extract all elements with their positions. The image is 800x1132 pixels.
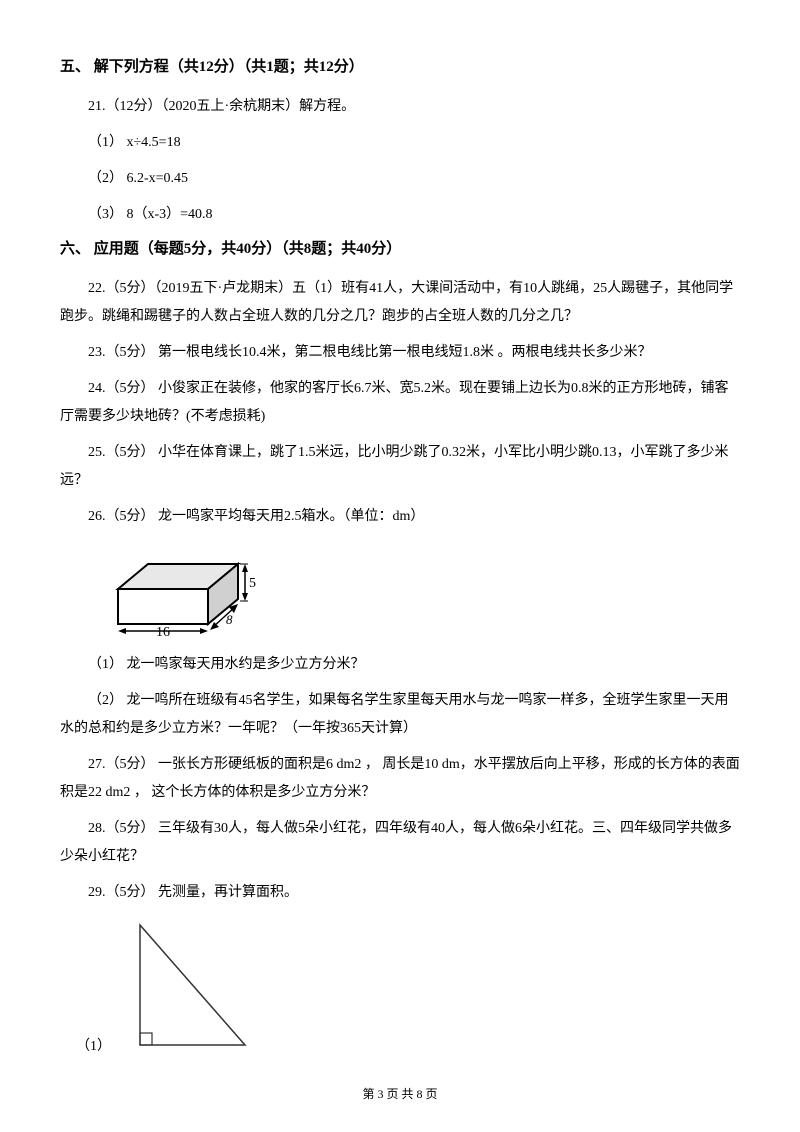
question-22: 22.（5分）（2019五下·卢龙期末）五（1）班有41人，大课间活动中，有10… [60, 275, 740, 331]
question-26-2: （2） 龙一鸣所在班级有45名学生，如果每名学生家里每天用水与龙一鸣家一样多，全… [60, 687, 740, 743]
section6-header: 六、 应用题（每题5分，共40分）（共8题；共40分） [60, 237, 740, 261]
question-29: 29.（5分） 先测量，再计算面积。 [60, 879, 740, 907]
cuboid-height-label: 5 [249, 576, 256, 591]
question-27: 27.（5分） 一张长方形硬纸板的面积是6 dm2 ， 周长是10 dm，水平摆… [60, 751, 740, 807]
question-28: 28.（5分） 三年级有30人，每人做5朵小红花，四年级有40人，每人做6朵小红… [60, 815, 740, 871]
question-23: 23.（5分） 第一根电线长10.4米，第二根电线比第一根电线短1.8米 。两根… [60, 339, 740, 367]
cuboid-diagram: 16 8 5 [108, 539, 740, 639]
section5-header: 五、 解下列方程（共12分）（共1题；共12分） [60, 55, 740, 79]
question-26-1: （1） 龙一鸣家每天用水约是多少立方分米？ [60, 651, 740, 679]
question-25: 25.（5分） 小华在体育课上，跳了1.5米远，比小明少跳了0.32米，小军比小… [60, 439, 740, 495]
question-21: 21.（12分）（2020五上·余杭期末）解方程。 [60, 93, 740, 121]
question-21-1: （1） x÷4.5=18 [60, 129, 740, 157]
cuboid-svg: 16 8 5 [108, 539, 258, 639]
cuboid-width-label: 16 [156, 625, 170, 639]
question-29-1-label: （1） [76, 1035, 111, 1055]
question-21-3: （3） 8（x-3）=40.8 [60, 201, 740, 229]
cuboid-depth-label: 8 [226, 612, 233, 627]
page-footer: 第 3 页 共 8 页 [0, 1085, 800, 1102]
triangle-diagram: （1） [76, 915, 740, 1055]
question-24: 24.（5分） 小俊家正在装修，他家的客厅长6.7米、宽5.2米。现在要铺上边长… [60, 375, 740, 431]
triangle-svg [125, 915, 255, 1055]
question-26: 26.（5分） 龙一鸣家平均每天用2.5箱水。（单位：dm） [60, 503, 740, 531]
question-21-2: （2） 6.2-x=0.45 [60, 165, 740, 193]
